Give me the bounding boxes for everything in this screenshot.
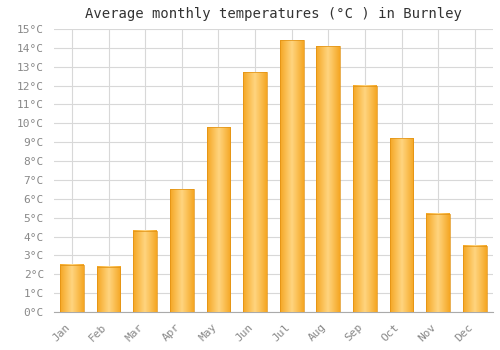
Bar [463, 246, 486, 312]
Bar [206, 127, 231, 312]
Bar [390, 139, 413, 312]
Title: Average monthly temperatures (°C ) in Burnley: Average monthly temperatures (°C ) in Bu… [85, 7, 462, 21]
Bar [316, 46, 340, 312]
Bar [134, 231, 157, 312]
Bar [60, 265, 84, 312]
Bar [353, 86, 377, 312]
Bar [280, 40, 303, 312]
Bar [243, 72, 267, 312]
Bar [170, 189, 194, 312]
Bar [426, 214, 450, 312]
Bar [96, 267, 120, 312]
